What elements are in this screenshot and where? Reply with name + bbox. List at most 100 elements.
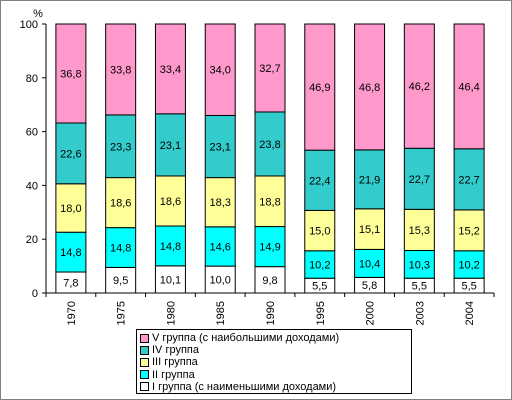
data-label: 34,0 <box>210 65 231 77</box>
bar-segment <box>304 250 336 279</box>
data-label: 5,8 <box>362 280 377 292</box>
x-tick-label: 1970 <box>66 301 78 325</box>
data-label: 5,5 <box>312 281 327 293</box>
legend-label: III группа <box>152 356 198 369</box>
bar-segment <box>304 23 336 151</box>
data-label: 22,7 <box>409 174 430 186</box>
data-label: 15,2 <box>458 225 479 237</box>
x-tick-label: 1995 <box>315 301 327 325</box>
y-tick-label: 40 <box>26 180 38 192</box>
legend: V группа (с наибольшими доходами) IV груп… <box>136 329 412 394</box>
data-label: 23,1 <box>160 140 181 152</box>
x-tick-label: 1975 <box>116 301 128 325</box>
data-label: 14,9 <box>259 242 280 254</box>
data-label: 15,1 <box>359 224 380 236</box>
data-label: 46,2 <box>409 81 430 93</box>
data-label: 23,8 <box>259 139 280 151</box>
data-label: 18,0 <box>60 203 81 215</box>
bar-segment <box>105 114 137 179</box>
axes-layer: 0 20 40 60 80 100% 1970 1975 1980 1985 1990 1995 200… <box>20 8 495 325</box>
data-label: 21,9 <box>359 174 380 186</box>
data-label: 10,3 <box>409 259 430 271</box>
legend-swatch <box>140 357 149 367</box>
legend-label: II группа <box>152 368 195 381</box>
bar-segment <box>204 226 236 267</box>
legend-label: I группа (с наименьшими доходами) <box>152 380 337 393</box>
data-label: 22,4 <box>309 175 330 187</box>
y-tick-label: 60 <box>26 127 38 139</box>
data-label: 18,6 <box>110 198 131 210</box>
bar-segment <box>154 23 186 115</box>
bar-segment <box>403 147 435 210</box>
bar-segment <box>354 23 386 151</box>
bar-segment <box>453 23 485 150</box>
bar-segment <box>304 149 336 211</box>
bar-segment <box>55 122 87 185</box>
data-label: 10,2 <box>458 259 479 271</box>
legend-item: V группа (с наибольшими доходами) <box>140 332 411 344</box>
data-label: 15,3 <box>409 225 430 237</box>
bars-layer <box>55 23 485 294</box>
legend-swatch <box>140 382 149 392</box>
legend-item: III группа <box>140 356 411 368</box>
data-label: 22,6 <box>60 148 81 160</box>
legend-swatch <box>140 345 149 355</box>
y-unit-label: % <box>33 8 43 20</box>
bar-segment <box>453 209 485 252</box>
legend-label: IV группа <box>152 344 199 357</box>
x-tick-label: 2000 <box>365 301 377 325</box>
bar-segment <box>453 250 485 279</box>
data-label: 22,7 <box>458 174 479 186</box>
bar-segment <box>254 111 286 177</box>
x-tick-label: 1980 <box>165 301 177 325</box>
bar-segment <box>154 175 186 227</box>
bar-segment <box>204 23 236 116</box>
data-label: 5,5 <box>412 281 427 293</box>
data-label: 33,8 <box>110 64 131 76</box>
bar-segment <box>254 226 286 268</box>
y-tick-label: 0 <box>32 288 38 300</box>
bar-segment <box>453 148 485 211</box>
data-label: 18,3 <box>210 197 231 209</box>
bar-segment <box>204 114 236 179</box>
data-label: 46,4 <box>458 81 479 93</box>
legend-swatch <box>140 333 149 343</box>
data-label: 10,4 <box>359 258 380 270</box>
legend-swatch <box>140 370 149 380</box>
bar-segment <box>154 225 186 267</box>
bar-segment <box>403 249 435 279</box>
data-label: 32,7 <box>259 63 280 75</box>
bar-segment <box>254 23 286 113</box>
y-tick-label: 100 <box>20 19 38 31</box>
bar-segment <box>204 265 236 294</box>
data-label: 15,0 <box>309 226 330 238</box>
data-label: 10,1 <box>160 274 181 286</box>
data-label: 14,8 <box>110 243 131 255</box>
y-tick-label: 20 <box>26 234 38 246</box>
y-tick-label: 80 <box>26 73 38 85</box>
x-tick-label: 2004 <box>464 301 476 325</box>
legend-item: I группа (с наименьшими доходами) <box>140 381 411 393</box>
data-label: 23,3 <box>110 141 131 153</box>
legend-label: V группа (с наибольшими доходами) <box>152 332 340 345</box>
data-label: 14,8 <box>160 241 181 253</box>
bar-segment <box>105 23 137 116</box>
data-label: 14,8 <box>60 247 81 259</box>
data-label: 14,6 <box>210 241 231 253</box>
data-label: 18,6 <box>160 196 181 208</box>
legend-item: IV группа <box>140 344 411 356</box>
data-label: 46,8 <box>359 82 380 94</box>
data-label: 46,9 <box>309 82 330 94</box>
bar-segment <box>105 227 137 268</box>
data-label: 10,2 <box>309 259 330 271</box>
bar-segment <box>55 183 87 233</box>
data-label: 36,8 <box>60 68 81 80</box>
x-tick-label: 1985 <box>215 301 227 325</box>
data-label: 10,0 <box>210 275 231 287</box>
data-label: 9,5 <box>113 275 128 287</box>
data-label: 5,5 <box>461 281 476 293</box>
data-label: 9,8 <box>262 275 277 287</box>
data-label: 7,8 <box>63 278 78 290</box>
bar-segment <box>105 177 137 229</box>
